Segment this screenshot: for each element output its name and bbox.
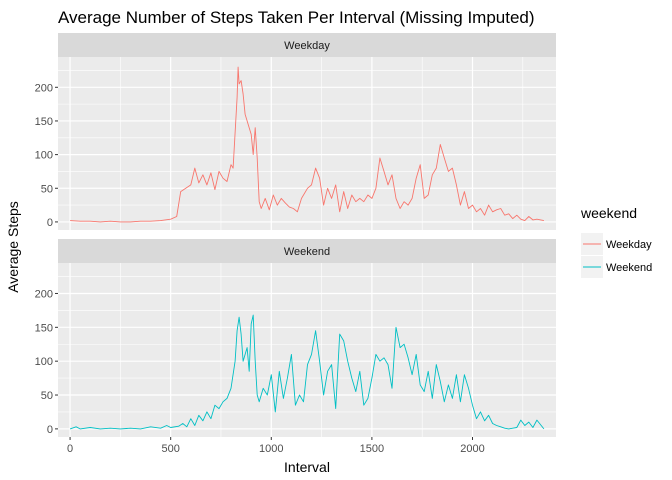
legend-label: Weekend	[606, 262, 652, 274]
panel-weekend: Weekend 0 50 100 150 200	[35, 239, 556, 437]
legend-keys: Weekday Weekend	[581, 233, 652, 278]
strip-label-weekday: Weekday	[284, 40, 330, 52]
series-weekend	[69, 314, 545, 430]
y-tick-label: 0	[47, 424, 53, 436]
y-ticks-weekend: 0 50 100 150 200	[35, 288, 58, 436]
x-tick-label: 0	[67, 443, 73, 455]
panel-weekday: Weekday 0 50 100 150 200	[35, 33, 556, 230]
chart-title: Average Number of Steps Taken Per Interv…	[58, 8, 535, 27]
y-axis-title: Average Steps	[5, 201, 21, 293]
y-tick-label: 150	[35, 116, 53, 128]
y-tick-label: 0	[47, 217, 53, 229]
grid-weekday	[58, 57, 556, 230]
y-tick-label: 200	[35, 82, 53, 94]
x-tick-label: 2000	[460, 443, 484, 455]
y-tick-label: 100	[35, 356, 53, 368]
legend: weekend Weekday Weekend	[580, 205, 652, 278]
series-line-weekday	[70, 66, 544, 223]
x-tick-label: 1500	[360, 443, 384, 455]
strip-label-weekend: Weekend	[284, 246, 330, 258]
strip-background-weekend	[58, 239, 556, 263]
x-tick-label: 500	[161, 443, 179, 455]
x-ticks: 0 500 1000 1500 2000	[67, 437, 485, 455]
panel-background-weekday	[58, 57, 556, 230]
strip-background-weekday	[58, 33, 556, 57]
panel-background-weekend	[58, 263, 556, 437]
y-ticks-weekday: 0 50 100 150 200	[35, 82, 58, 229]
series-weekday	[70, 66, 544, 223]
legend-title: weekend	[580, 205, 637, 221]
y-tick-label: 150	[35, 322, 53, 334]
grid-weekend	[58, 263, 556, 437]
x-axis-title: Interval	[284, 459, 330, 475]
y-tick-label: 200	[35, 288, 53, 300]
x-tick-label: 1000	[259, 443, 283, 455]
legend-label: Weekday	[606, 239, 652, 251]
series-line-weekend	[69, 314, 545, 430]
y-tick-label: 50	[41, 390, 53, 402]
y-tick-label: 50	[41, 183, 53, 195]
y-tick-label: 100	[35, 150, 53, 162]
